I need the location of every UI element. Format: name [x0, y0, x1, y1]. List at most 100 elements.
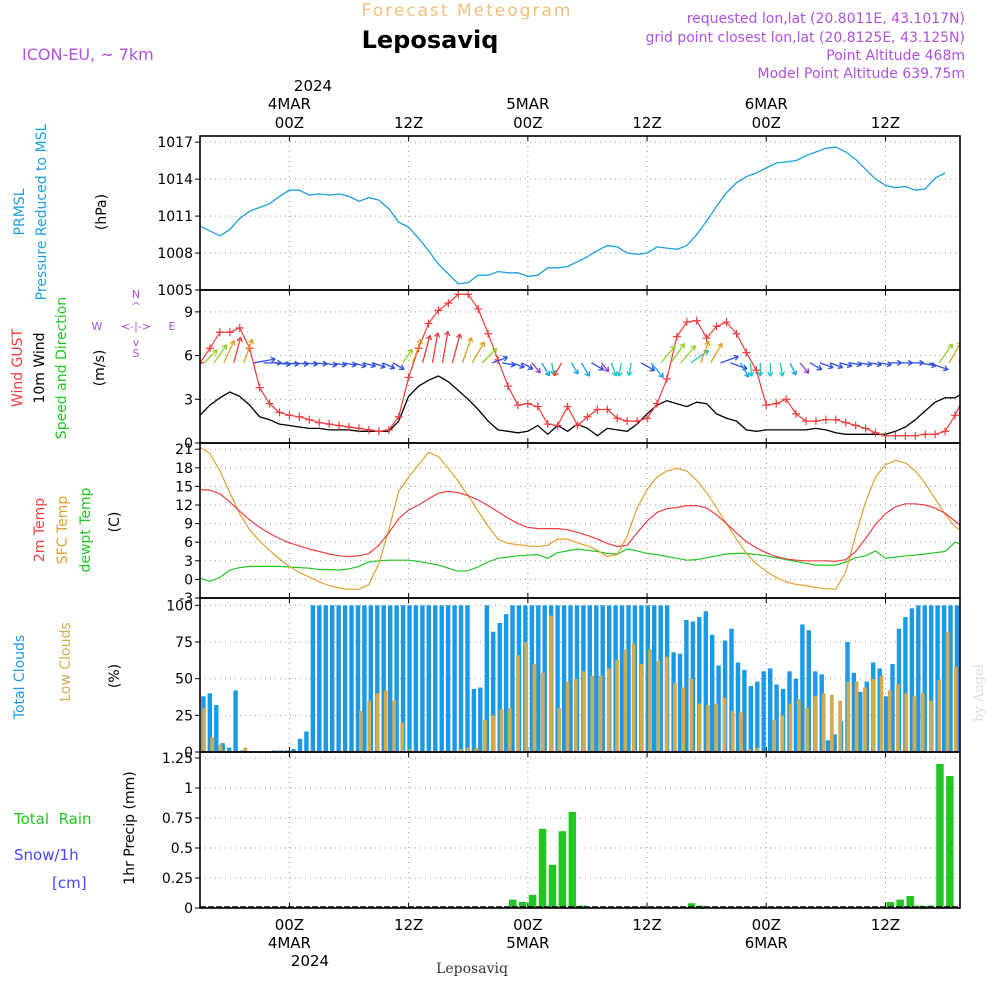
wind-gust-marker [265, 399, 274, 408]
wind-arrow-head [679, 343, 686, 349]
low-cloud-bar [400, 722, 405, 752]
wind-arrow-head [212, 349, 218, 355]
low-cloud-bar [516, 655, 520, 752]
wind-arrow-head [942, 365, 949, 372]
wind-gust-marker [354, 424, 363, 433]
total-cloud-bar [452, 605, 457, 752]
wind-arrow [869, 362, 882, 366]
low-cloud-bar [879, 675, 884, 752]
low-cloud-bar [243, 747, 248, 752]
wind-arrow [392, 362, 405, 370]
low-cloud-bar [863, 687, 867, 752]
wind-gust-marker [255, 383, 264, 392]
low-cloud-bar [524, 642, 529, 752]
wind-gust-marker [811, 417, 820, 426]
wind-gust-marker [851, 421, 860, 430]
wind-gust-marker [931, 430, 940, 439]
wind-gust-marker [613, 414, 622, 423]
y-tick-label: 0.5 [171, 841, 193, 857]
low-cloud-bar [383, 690, 388, 752]
top-hour-label: 12Z [394, 114, 423, 132]
y-tick-label: 1011 [157, 209, 193, 225]
wind-arrow [382, 362, 395, 369]
rain-bar [538, 828, 547, 908]
total-cloud-bar [626, 605, 631, 752]
wind-gust-marker [573, 421, 582, 430]
total-cloud-bar [851, 672, 857, 752]
total-cloud-bar [420, 605, 425, 752]
total-cloud-bar [317, 605, 322, 752]
wind-gust-marker [305, 415, 314, 424]
low-cloud-bar [780, 715, 785, 752]
total-cloud-bar [600, 605, 605, 752]
wind-arrow [412, 339, 422, 364]
total-cloud-bar [291, 749, 296, 752]
total-cloud-bar [536, 605, 541, 752]
wind-arrow [461, 337, 473, 364]
wind-gust-marker [374, 427, 383, 436]
wind-arrow [969, 337, 976, 363]
wind-arrow [431, 332, 439, 363]
wind-gust-marker [682, 318, 691, 327]
total-cloud-bar [903, 617, 908, 752]
pressure-legend-line2: Pressure Reduced to MSL [34, 123, 50, 300]
wind-arrow-head [846, 362, 853, 369]
wind-arrow [730, 362, 748, 370]
wind-gust-marker [752, 366, 761, 375]
plot-area [200, 290, 999, 440]
rain-legend: Total Rain [13, 810, 92, 828]
low-cloud-bar [640, 664, 644, 752]
top-date-label: 4MAR [268, 95, 311, 113]
bottom-hour-label: 12Z [871, 916, 900, 934]
clouds-unit: (%) [107, 664, 123, 688]
y-tick-label: 3 [184, 392, 193, 408]
wind-arrow [670, 343, 685, 364]
wind-gust-marker [742, 348, 751, 357]
total-cloud-bar [941, 605, 947, 752]
wind-arrow [531, 362, 541, 374]
wind-gust-legend: Wind GUST [10, 328, 26, 407]
total-cloud-bar [503, 614, 509, 752]
low-cloud-bar [846, 681, 851, 752]
wind-unit: (m/s) [92, 350, 108, 387]
low-cloud-bar [673, 683, 677, 752]
rain-bar [509, 899, 517, 908]
low-cloud-bar [920, 693, 925, 752]
wind-arrow-head [416, 338, 423, 345]
total-cloud-bar [929, 605, 934, 752]
wind-arrow-head [553, 370, 559, 377]
low-clouds-legend: Low Clouds [58, 622, 74, 701]
rain-bar [946, 776, 954, 908]
wind-gust-marker [633, 417, 642, 426]
y-tick-label: 50 [175, 672, 193, 688]
wind-gust-marker [563, 402, 572, 411]
low-cloud-bar [887, 690, 892, 752]
total-cloud-bar [645, 605, 650, 752]
total-cloud-bar [858, 691, 863, 752]
wind-arrow-head [626, 370, 633, 377]
y-tick-label: 1014 [157, 172, 193, 188]
wind-gust-marker [971, 369, 979, 377]
wind-arrow-head [584, 371, 591, 377]
y-tick-label: -3 [179, 591, 193, 607]
wind-arrow [859, 362, 872, 366]
compass-east: E [169, 320, 176, 333]
model-altitude: Model Point Altitude 639.75m [758, 66, 965, 82]
total-cloud-bar [214, 705, 219, 752]
low-cloud-bar [615, 659, 619, 752]
y-tick-label: 75 [175, 635, 193, 651]
wind-gust-marker [503, 382, 512, 391]
total-cloud-bar [825, 740, 831, 752]
total-cloud-bar [227, 747, 232, 752]
snow-unit-legend: [cm] [52, 874, 87, 892]
wind-gust-marker [991, 336, 999, 344]
low-cloud-bar [805, 708, 809, 752]
wind-arrow [203, 349, 218, 364]
y-tick-label: 0 [184, 572, 193, 588]
wind-gust-marker [623, 417, 632, 426]
wind-gust-marker [235, 323, 244, 332]
total-cloud-bar [433, 605, 438, 752]
wind-gust-marker [533, 402, 542, 411]
